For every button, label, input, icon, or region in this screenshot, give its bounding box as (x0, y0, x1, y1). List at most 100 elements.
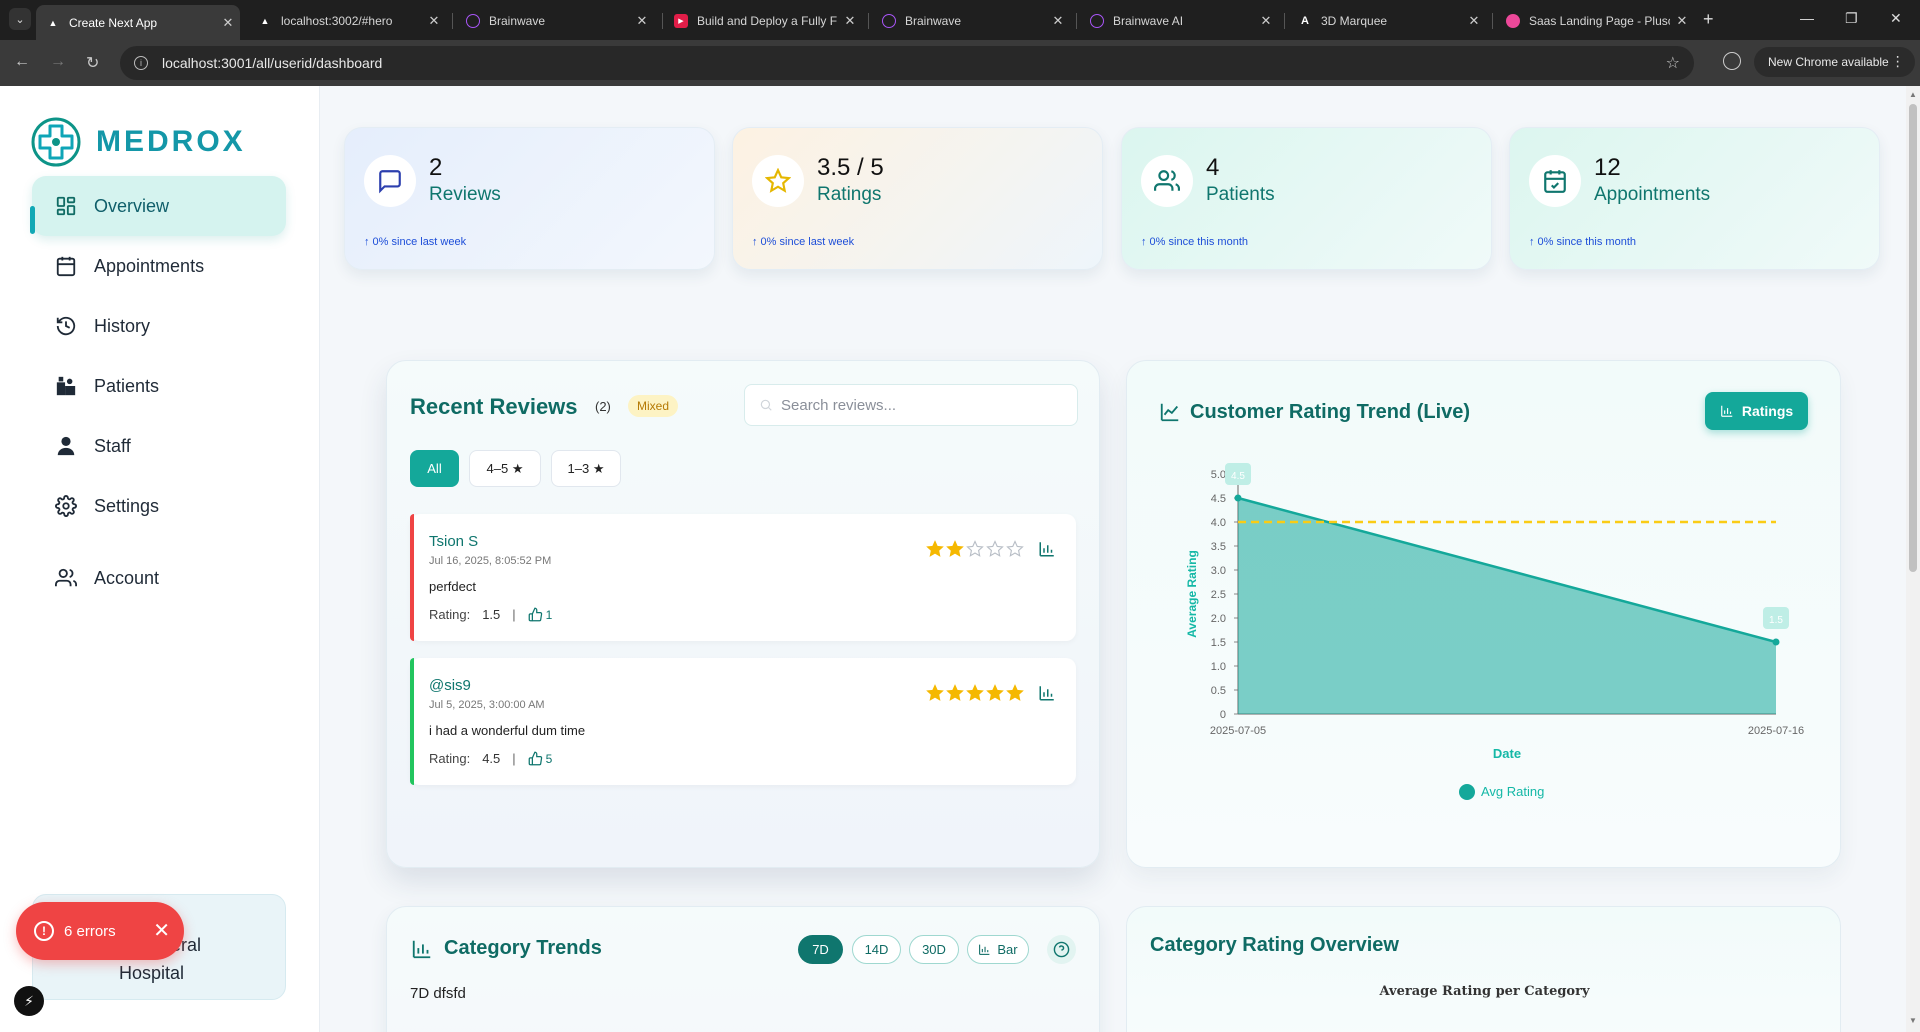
browser-tab[interactable]: Brainwave ✕ (456, 5, 654, 36)
tab-search-button[interactable]: ⌄ (9, 8, 31, 30)
star-filled-icon (946, 540, 964, 557)
category-trends-title: Category Trends (444, 937, 602, 959)
bar-chart-icon[interactable] (1038, 684, 1056, 702)
ratings-toggle-button[interactable]: Ratings (1705, 392, 1808, 430)
x-tick-label: 2025-07-16 (1748, 725, 1804, 737)
legend-label: Avg Rating (1481, 784, 1544, 799)
staff-icon (54, 434, 78, 458)
likes[interactable]: 1 (528, 607, 552, 622)
browser-tab[interactable]: A 3D Marquee ✕ (1288, 5, 1486, 36)
bar-chart-icon[interactable] (1038, 540, 1056, 558)
close-tab-icon[interactable]: ✕ (428, 12, 440, 28)
close-tab-icon[interactable]: ✕ (636, 12, 648, 28)
scroll-up-icon[interactable]: ▲ (1909, 90, 1917, 99)
reload-button[interactable]: ↻ (86, 55, 100, 72)
scrollbar-thumb[interactable] (1909, 104, 1917, 572)
range-7d-button[interactable]: 7D (798, 935, 843, 964)
range-14d-button[interactable]: 14D (852, 935, 901, 964)
reviews-sentiment-badge: Mixed (628, 395, 679, 417)
browser-tab[interactable]: ▲ Create Next App ✕ (36, 5, 240, 40)
url-text[interactable]: localhost:3001/all/userid/dashboard (162, 55, 383, 71)
sidebar-item-history[interactable]: History (32, 296, 286, 356)
search-icon (760, 399, 772, 411)
reviews-count: (2) (595, 399, 611, 414)
close-tab-icon[interactable]: ✕ (222, 14, 234, 30)
stat-card-reviews: 2 Reviews ↑ 0% since last week (344, 127, 715, 270)
close-window-button[interactable]: ✕ (1890, 10, 1902, 26)
scroll-down-icon[interactable]: ▼ (1909, 1016, 1917, 1025)
y-tick-label: 2.0 (1211, 613, 1226, 625)
data-point (1234, 494, 1242, 502)
browser-tab[interactable]: Brainwave ✕ (872, 5, 1070, 36)
filter-low-button[interactable]: 1–3 ★ (551, 450, 621, 487)
patients-icon (54, 374, 78, 398)
error-icon: ! (34, 921, 54, 941)
profile-icon[interactable] (1723, 52, 1741, 70)
review-rating-row: Rating: 4.5 | 5 (429, 751, 553, 766)
likes[interactable]: 5 (528, 751, 552, 766)
thumbs-up-icon (528, 607, 542, 622)
brand[interactable]: MEDROX (30, 116, 246, 168)
site-info-icon[interactable]: i (134, 56, 148, 70)
filter-all-button[interactable]: All (410, 450, 459, 487)
filter-high-button[interactable]: 4–5 ★ (469, 450, 541, 487)
calendar-icon (54, 254, 78, 278)
data-label-box (1225, 463, 1251, 485)
sidebar-item-settings[interactable]: Settings (32, 476, 286, 536)
browser-tab[interactable]: Brainwave AI ✕ (1080, 5, 1278, 36)
browser-tab[interactable]: Saas Landing Page - Plusc ✕ (1496, 5, 1694, 36)
y-tick-label: 3.5 (1211, 541, 1226, 553)
grid-icon (54, 194, 78, 218)
x-tick-label: 2025-07-05 (1210, 725, 1266, 737)
close-tab-icon[interactable]: ✕ (1052, 12, 1064, 28)
close-icon[interactable]: ✕ (153, 920, 170, 942)
calendar-check-icon (1529, 155, 1581, 207)
y-tick-label: 3.0 (1211, 565, 1226, 577)
range-30d-button[interactable]: 30D (909, 935, 959, 964)
history-icon (54, 314, 78, 338)
browser-tab[interactable]: ▲ localhost:3002/#hero ✕ (248, 5, 446, 36)
category-overview-panel: Category Rating Overview Average Rating … (1126, 906, 1841, 1032)
thumbs-up-icon (528, 751, 542, 766)
browser-tab[interactable]: ▶ Build and Deploy a Fully F ✕ (664, 5, 862, 36)
kebab-menu-icon[interactable]: ⋮ (1890, 53, 1905, 69)
minimize-button[interactable]: — (1800, 10, 1814, 26)
url-bar[interactable]: i localhost:3001/all/userid/dashboard ☆ (120, 46, 1694, 80)
search-input[interactable] (781, 396, 1061, 414)
close-tab-icon[interactable]: ✕ (1260, 12, 1272, 28)
sidebar-item-patients[interactable]: Patients (32, 356, 286, 416)
gear-icon (54, 494, 78, 518)
reviews-search[interactable] (744, 384, 1078, 426)
star-empty-icon (986, 540, 1004, 557)
chrome-update-button[interactable]: New Chrome available ⋮ (1754, 47, 1915, 77)
sidebar-item-staff[interactable]: Staff (32, 416, 286, 476)
rating-trend-chart: 0 0.5 1.0 1.5 2.0 2.5 3.0 3.5 4.0 4.5 5.0 Average R… (1185, 463, 1804, 800)
category-trends-panel: Category Trends 7D 14D 30D Bar 7D dfsfd (386, 906, 1100, 1032)
category-overview-title: Category Rating Overview (1150, 934, 1399, 956)
review-card[interactable]: @sis9 Jul 5, 2025, 3:00:00 AM i had a wo… (410, 658, 1076, 785)
chart-type-bar-button[interactable]: Bar (967, 935, 1029, 964)
restore-button[interactable]: ❐ (1845, 10, 1858, 26)
data-label-box (1763, 607, 1789, 629)
bookmark-star-icon[interactable]: ☆ (1665, 55, 1680, 72)
errors-toast[interactable]: ! 6 errors ✕ (16, 902, 184, 960)
close-tab-icon[interactable]: ✕ (1468, 12, 1480, 28)
sidebar-item-appointments[interactable]: Appointments (32, 236, 286, 296)
close-tab-icon[interactable]: ✕ (844, 12, 856, 28)
message-icon (364, 155, 416, 207)
nextjs-devtools-button[interactable]: ⚡ (14, 986, 44, 1016)
help-icon[interactable] (1047, 935, 1076, 964)
forward-button[interactable]: → (50, 53, 66, 70)
sidebar-item-account[interactable]: Account (32, 548, 286, 608)
review-rating-row: Rating: 1.5 | 1 (429, 607, 553, 622)
star-empty-icon (966, 540, 984, 557)
new-tab-button[interactable]: + (1703, 9, 1714, 29)
sidebar-item-overview[interactable]: Overview (30, 176, 286, 236)
close-tab-icon[interactable]: ✕ (1676, 12, 1688, 28)
medrox-logo-icon (31, 117, 81, 167)
page-scrollbar[interactable]: ▲ ▼ (1906, 86, 1920, 1032)
vercel-triangle-icon: ▲ (48, 17, 58, 28)
review-card[interactable]: Tsion S Jul 16, 2025, 8:05:52 PM perfdec… (410, 514, 1076, 641)
bar-chart-icon (979, 944, 990, 955)
back-button[interactable]: ← (14, 53, 30, 70)
